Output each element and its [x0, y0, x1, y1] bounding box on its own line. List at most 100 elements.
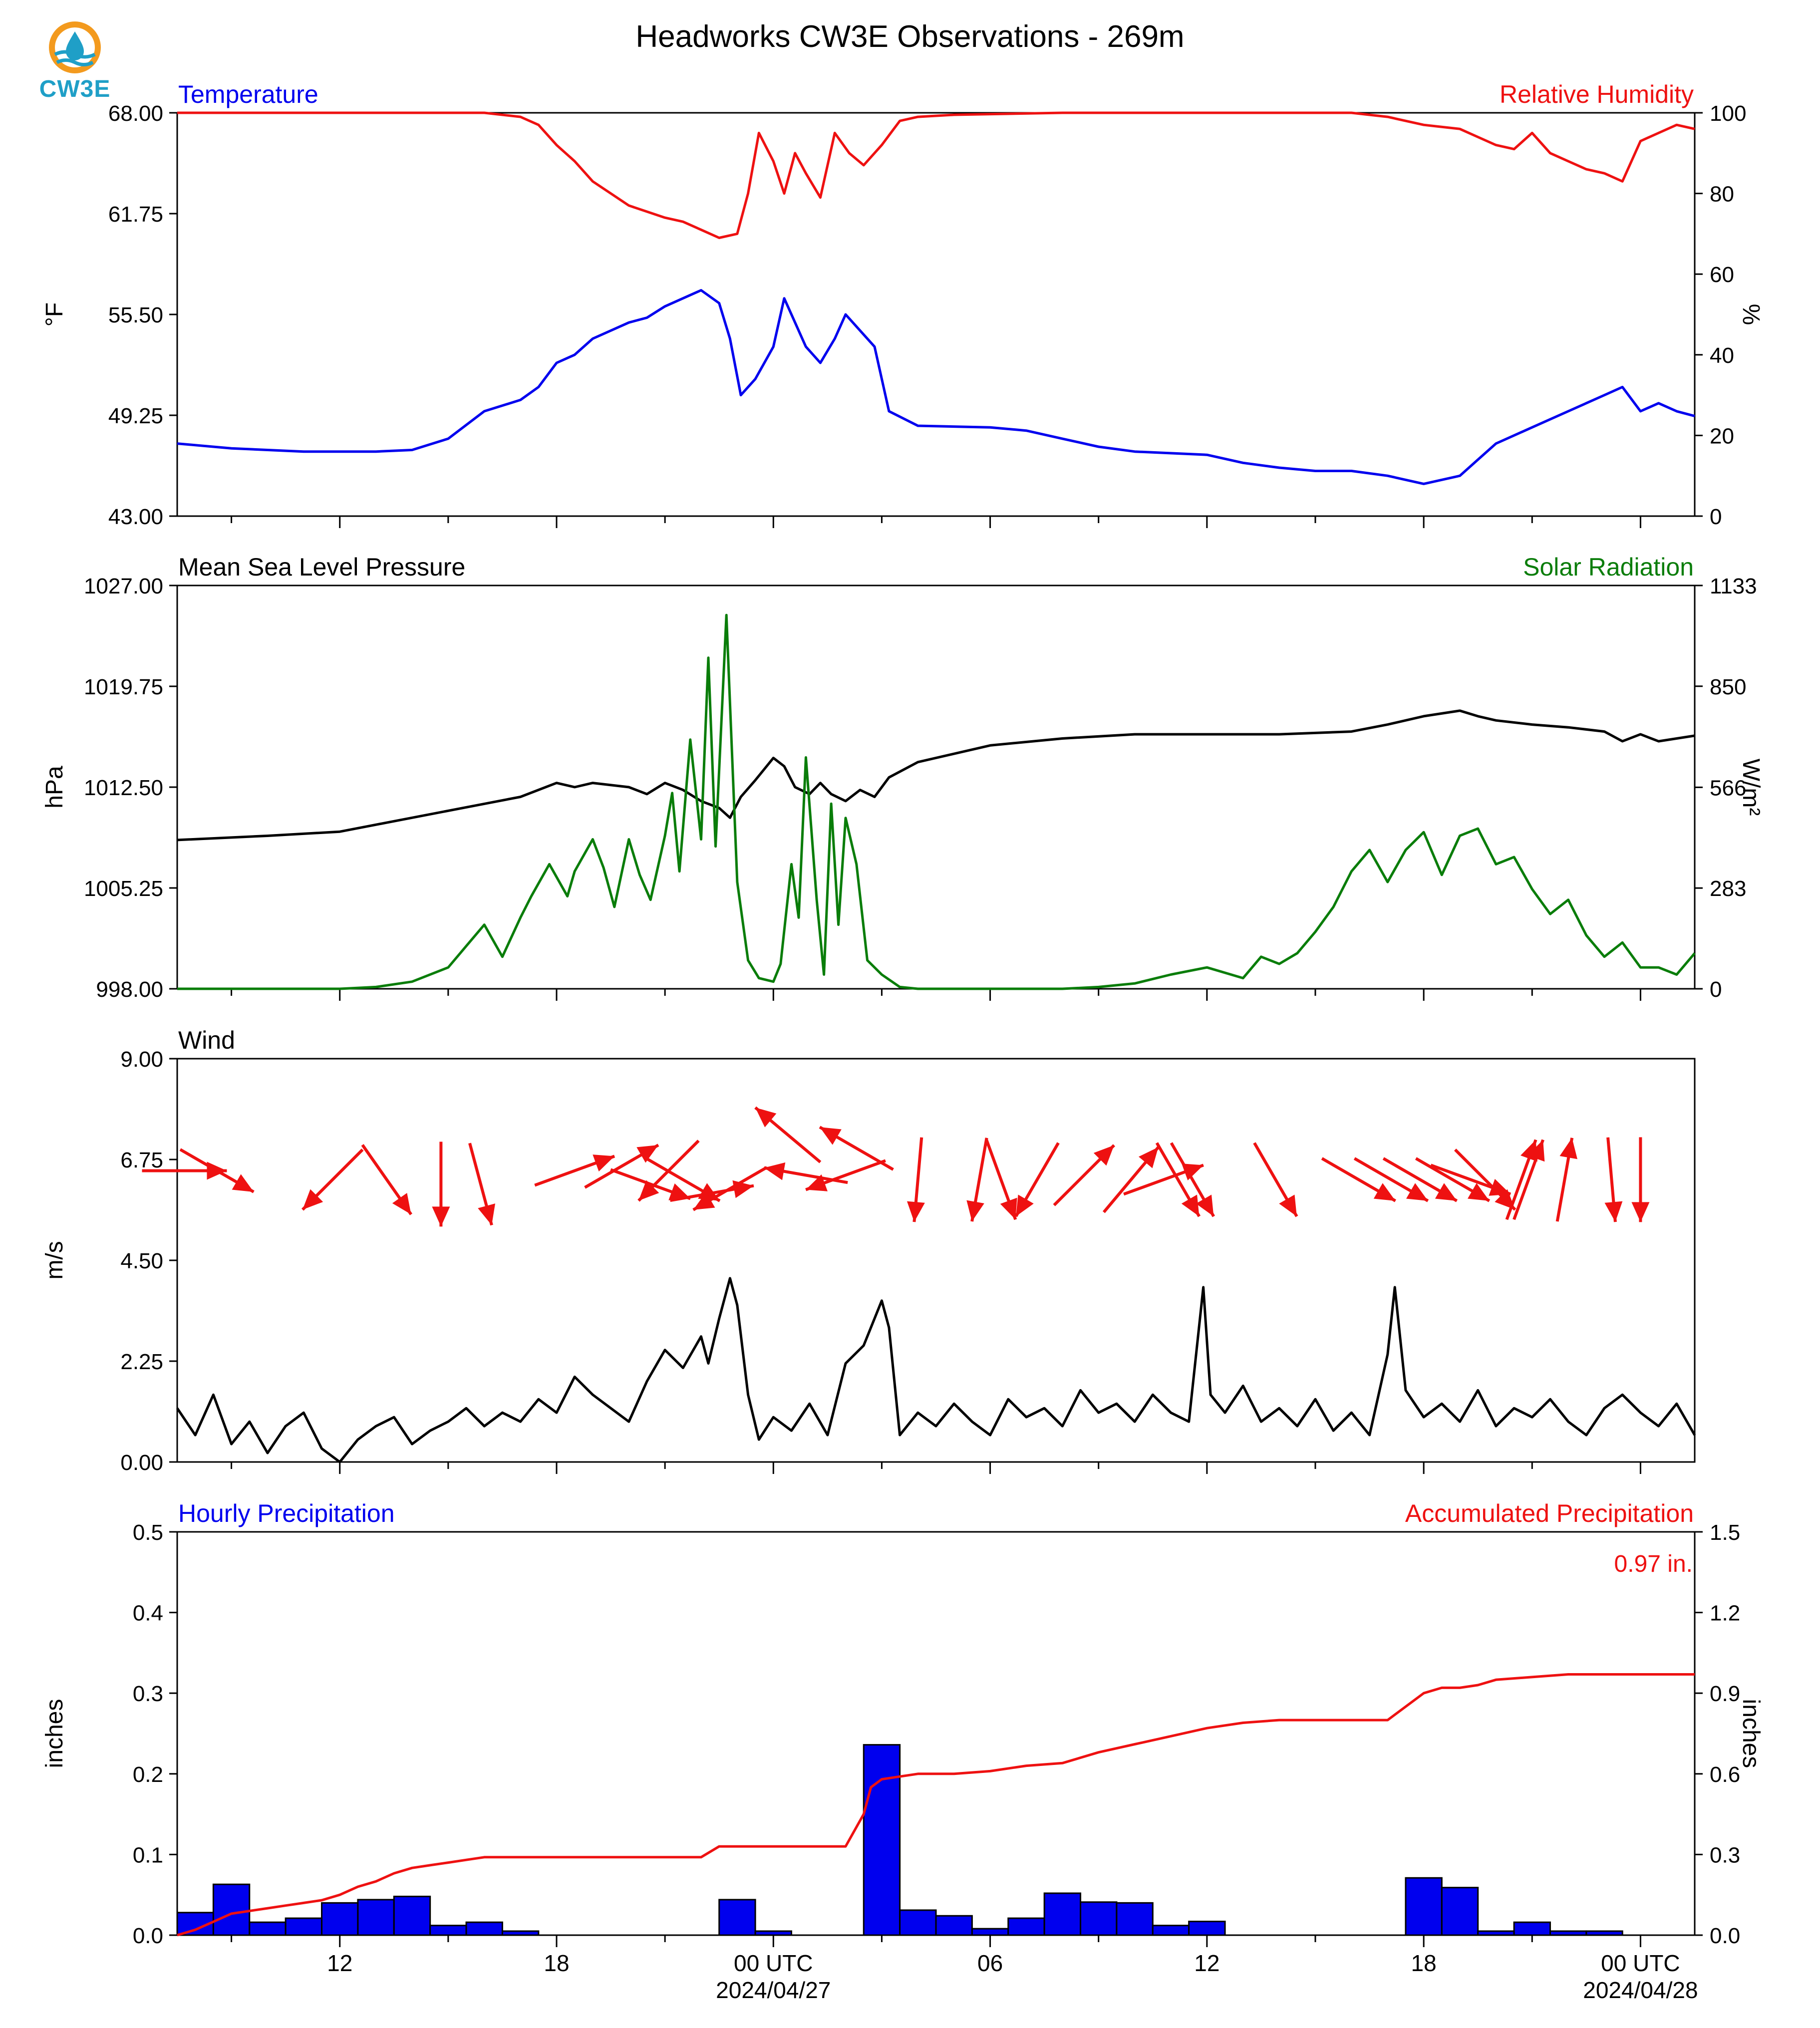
wind-arrow-head	[392, 1192, 411, 1215]
wind-arrow-head	[1093, 1145, 1114, 1166]
precip-bar	[1405, 1877, 1443, 1936]
panel-frame	[176, 1531, 1696, 1936]
wind-arrow-head	[1373, 1183, 1396, 1201]
x-tick-date-label: 2024/04/27	[716, 1977, 831, 2003]
x-tick-label: 12	[1194, 1950, 1219, 1976]
precip-bar	[1116, 1902, 1154, 1936]
y-tick-label-left: 4.50	[120, 1249, 163, 1273]
precip-bar	[285, 1917, 323, 1936]
logo-text: CW3E	[39, 76, 111, 102]
wind-arrow-head	[693, 1192, 715, 1210]
precip-bar	[393, 1895, 431, 1936]
precip-bar	[1188, 1921, 1226, 1936]
precip-bar	[1549, 1930, 1587, 1936]
wind-arrow-head	[1604, 1201, 1623, 1222]
wind-arrow-head	[668, 1183, 691, 1200]
precip-bar	[754, 1930, 792, 1936]
panel-title-left: Temperature	[178, 80, 318, 108]
panel-title-left: Mean Sea Level Pressure	[178, 553, 465, 581]
x-tick-label: 00 UTC	[1601, 1950, 1680, 1976]
cw3e-logo-icon	[49, 21, 101, 73]
chart-title: Headworks CW3E Observations - 269m	[635, 19, 1185, 54]
wind-arrow-head	[1138, 1147, 1159, 1168]
y-tick-label-left: 1005.25	[84, 876, 163, 901]
y-axis-label-right: inches	[1738, 1699, 1764, 1768]
y-tick-label-right: 1133	[1710, 574, 1757, 598]
precip-bar	[1080, 1901, 1118, 1936]
precip-bar	[1007, 1917, 1045, 1936]
y-tick-label-left: 1027.00	[84, 574, 163, 598]
panel-title-right: Solar Radiation	[1523, 553, 1694, 581]
x-tick-label: 18	[1411, 1950, 1437, 1976]
series-line	[177, 111, 1695, 239]
wind-arrow-head	[966, 1200, 984, 1222]
y-tick-label-left: 9.00	[120, 1047, 163, 1072]
x-tick-label: 18	[544, 1950, 569, 1976]
y-tick-label-left: 0.1	[133, 1843, 163, 1867]
wind-arrow-head	[1435, 1183, 1457, 1201]
y-tick-label-right: 100	[1710, 101, 1746, 126]
x-tick-label: 12	[327, 1950, 352, 1976]
y-tick-label-right: 0.3	[1710, 1843, 1740, 1867]
precip-bar	[1043, 1892, 1082, 1936]
precip-bar	[935, 1915, 973, 1936]
wind-arrow-head	[1468, 1183, 1490, 1201]
precip-bar	[863, 1744, 901, 1936]
wind-arrow-head	[478, 1203, 496, 1225]
precip-bar	[429, 1925, 467, 1936]
y-tick-label-left: 68.00	[108, 101, 163, 126]
y-tick-label-left: 0.0	[133, 1924, 163, 1948]
panel-title-right: Relative Humidity	[1500, 80, 1694, 108]
precip-bar	[1513, 1921, 1551, 1936]
cw3e-logo: CW3E	[25, 17, 125, 102]
wind-arrow-head	[1279, 1194, 1297, 1217]
precip-bar	[321, 1902, 359, 1936]
y-tick-label-left: 43.00	[108, 505, 163, 529]
y-tick-label-left: 0.00	[120, 1450, 163, 1475]
y-tick-label-right: 1.2	[1710, 1601, 1740, 1626]
precip-bar	[1585, 1930, 1623, 1936]
precip-bar	[357, 1899, 395, 1936]
y-tick-label-right: 1.5	[1710, 1520, 1740, 1545]
wind-arrow-head	[764, 1162, 786, 1180]
y-axis-label-left: °F	[41, 302, 68, 327]
wind-arrow-head	[806, 1174, 828, 1191]
precip-bar	[249, 1921, 287, 1936]
precip-bar	[718, 1899, 756, 1936]
y-tick-label-right: 20	[1710, 424, 1734, 448]
precip-bar	[899, 1909, 937, 1936]
y-tick-label-left: 6.75	[120, 1148, 163, 1172]
y-tick-label-left: 1012.50	[84, 776, 163, 800]
series-line	[176, 1277, 1696, 1463]
y-tick-label-left: 55.50	[108, 303, 163, 327]
y-tick-label-left: 0.3	[133, 1682, 163, 1706]
wind-arrow-head	[638, 1180, 659, 1201]
accum-total-label: 0.97 in.	[1614, 1551, 1693, 1577]
y-tick-label-left: 1019.75	[84, 675, 163, 699]
wind-arrow-head	[1527, 1140, 1545, 1162]
wind-arrow-head	[1000, 1197, 1017, 1220]
panel-frame	[176, 584, 1696, 990]
wind-arrow-head	[907, 1201, 925, 1222]
x-tick-date-label: 2024/04/28	[1583, 1977, 1698, 2003]
x-tick-label: 06	[977, 1950, 1003, 1976]
precip-bar	[465, 1921, 503, 1936]
wind-arrow-head	[820, 1127, 842, 1145]
series-line	[177, 613, 1696, 990]
series-line	[177, 709, 1695, 842]
y-tick-label-right: 40	[1710, 343, 1734, 368]
y-tick-label-left: 0.4	[133, 1601, 163, 1626]
wind-arrow-head	[232, 1174, 254, 1192]
wind-arrow-head	[1196, 1194, 1214, 1217]
wind-arrow-head	[755, 1107, 777, 1128]
precip-bar	[501, 1930, 540, 1936]
y-tick-label-right: 566	[1710, 776, 1746, 800]
panel-frame	[176, 1058, 1696, 1463]
wind-arrow-head	[1406, 1183, 1428, 1201]
y-tick-label-left: 2.25	[120, 1350, 163, 1374]
y-axis-label-left: m/s	[41, 1241, 68, 1279]
wind-arrow-head	[1181, 1194, 1200, 1217]
wind-arrow-head	[1631, 1202, 1650, 1222]
y-tick-label-right: 283	[1710, 876, 1746, 901]
